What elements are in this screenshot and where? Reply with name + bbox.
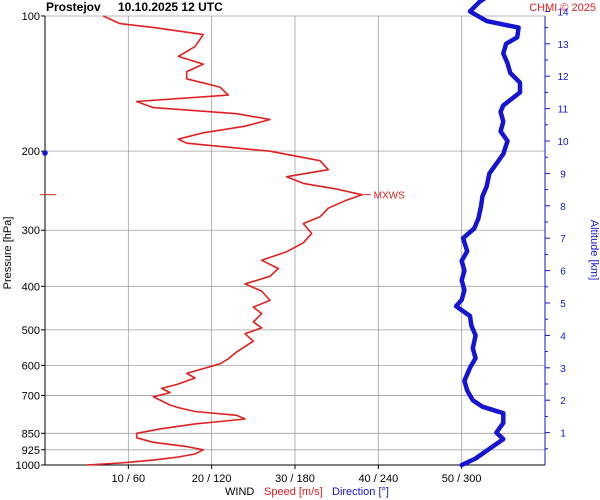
direction-axis-label: Direction [°] (332, 486, 389, 498)
altitude-tick-label: 9 (560, 169, 566, 180)
datetime-title: 10.10.2025 12 UTC (118, 0, 223, 14)
pressure-tick-label: 100 (22, 11, 40, 23)
pressure-tick-label: 600 (22, 360, 40, 372)
pressure-tick-label: 700 (22, 390, 40, 402)
pressure-tick-label: 925 (22, 445, 40, 457)
pressure-tick-label: 400 (22, 281, 40, 293)
pressure-tick-label: 500 (22, 325, 40, 337)
pressure-tick-label: 1000 (16, 460, 40, 472)
altitude-tick-label: 1 (560, 429, 566, 440)
tropopause-marker (42, 150, 48, 156)
altitude-tick-label: 12 (557, 72, 569, 83)
altitude-tick-label: 2 (560, 396, 566, 407)
altitude-tick-label: 4 (560, 331, 566, 342)
altitude-tick-label: 8 (560, 202, 566, 213)
station-title: Prostejov (46, 0, 101, 14)
altitude-tick-label: 5 (560, 299, 566, 310)
wind-tick-label: 20 / 120 (192, 473, 232, 485)
altitude-axis-label: Altitude [km] (588, 220, 600, 281)
altitude-tick-label: 14 (557, 7, 569, 18)
altitude-tick-label: 3 (560, 364, 566, 375)
speed-axis-label: Speed [m/s] (264, 486, 323, 498)
pressure-tick-label: 300 (22, 225, 40, 237)
altitude-tick-label: 11 (558, 105, 569, 116)
altitude-tick-label: 6 (560, 267, 566, 278)
wind-tick-label: 10 / 60 (112, 473, 146, 485)
direction-line (453, 0, 523, 468)
wind-tick-labels: 10 / 60 20 / 120 30 / 180 40 / 240 50 / 300 (112, 473, 482, 485)
pressure-axis-label: Pressure [hPa] (2, 217, 14, 290)
wind-tick-label: 50 / 300 (442, 473, 482, 485)
altitude-tick-label: 13 (557, 40, 569, 51)
altitude-tick-labels: 12345678910111213141516 (545, 7, 569, 450)
altitude-tick-label: 10 (557, 137, 569, 148)
pressure-tick-label: 850 (22, 428, 40, 440)
pressure-tick-label: 200 (22, 146, 40, 158)
wind-tick-label: 40 / 240 (358, 473, 398, 485)
mxws-label: MXWS (374, 191, 405, 202)
wind-tick-label: 30 / 180 (275, 473, 315, 485)
pressure-tick-labels: 100 200 300 400 500 600 700 850 925 1000 (16, 11, 40, 472)
altitude-tick-label: 7 (560, 234, 566, 245)
speed-line (86, 15, 363, 466)
wind-axis-title: WIND (225, 486, 254, 498)
